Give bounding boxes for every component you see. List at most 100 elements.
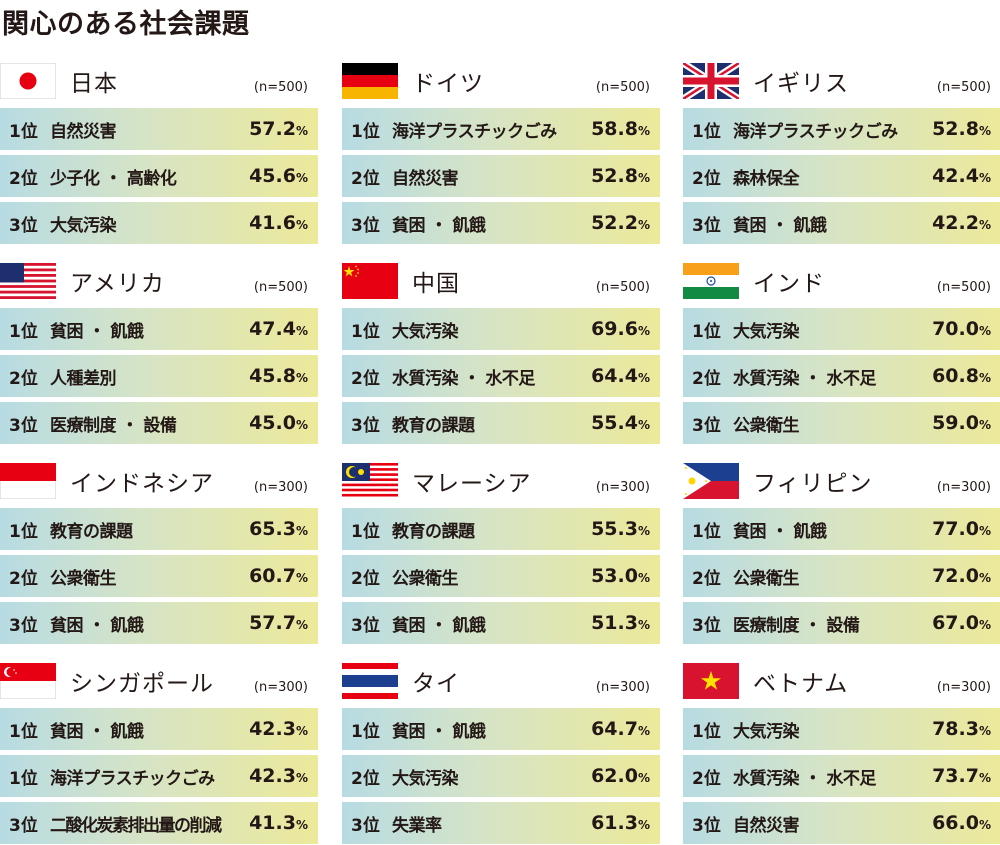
issue: 公衆衛生 xyxy=(733,415,800,436)
rank: 2位 xyxy=(9,368,38,389)
rank-row: 3位 医療制度 ・ 設備 67.0% xyxy=(683,602,1000,644)
rank: 3位 xyxy=(692,815,721,836)
rank-row: 1位 貧困 ・ 飢餓 47.4% xyxy=(0,308,318,350)
percentage: 78.3% xyxy=(932,718,991,740)
rank: 3位 xyxy=(692,415,721,436)
rank: 3位 xyxy=(9,815,38,836)
sample-size: (n=300) xyxy=(253,680,308,695)
country-name: シンガポール xyxy=(70,671,214,697)
rank-row: 1位 教育の課題 55.3% xyxy=(342,508,660,550)
issue: 水質汚染 ・ 水不足 xyxy=(733,768,876,789)
percentage: 47.4% xyxy=(249,318,308,340)
sample-size: (n=500) xyxy=(253,80,308,95)
rank: 1位 xyxy=(692,721,721,742)
rank-row: 2位 人種差別 45.8% xyxy=(0,355,318,397)
rank: 2位 xyxy=(692,568,721,589)
issue: 公衆衛生 xyxy=(50,568,117,589)
rank-row: 2位 水質汚染 ・ 水不足 73.7% xyxy=(683,755,1000,797)
rank-row: 3位 公衆衛生 59.0% xyxy=(683,402,1000,444)
issue: 人種差別 xyxy=(50,368,117,389)
rank-row: 3位 失業率 61.3% xyxy=(342,802,660,844)
country-name: ドイツ xyxy=(412,71,484,97)
rank: 2位 xyxy=(692,768,721,789)
issue: 貧困 ・ 飢餓 xyxy=(50,615,144,636)
rank-row: 1位 貧困 ・ 飢餓 64.7% xyxy=(342,708,660,750)
sample-size: (n=300) xyxy=(936,680,991,695)
issue: 失業率 xyxy=(392,815,442,836)
rank-row: 2位 公衆衛生 60.7% xyxy=(0,555,318,597)
percentage: 60.8% xyxy=(932,365,991,387)
malaysia-flag-icon xyxy=(342,463,398,499)
china-flag-icon xyxy=(342,263,398,299)
percentage: 58.8% xyxy=(591,118,650,140)
rank-row: 3位 貧困 ・ 飢餓 42.2% xyxy=(683,202,1000,244)
rank-row: 1位 自然災害 57.2% xyxy=(0,108,318,150)
rank-row: 1位 海洋プラスチックごみ 52.8% xyxy=(683,108,1000,150)
rank-row: 3位 教育の課題 55.4% xyxy=(342,402,660,444)
rank: 1位 xyxy=(692,321,721,342)
percentage: 57.7% xyxy=(249,612,308,634)
rank: 1位 xyxy=(9,521,38,542)
rank-row: 2位 水質汚染 ・ 水不足 60.8% xyxy=(683,355,1000,397)
issue: 医療制度 ・ 設備 xyxy=(50,415,177,436)
percentage: 69.6% xyxy=(591,318,650,340)
issue: 大気汚染 xyxy=(392,768,459,789)
rank: 2位 xyxy=(351,568,380,589)
percentage: 70.0% xyxy=(932,318,991,340)
rank: 1位 xyxy=(9,321,38,342)
rank: 1位 xyxy=(351,321,380,342)
country-name: 中国 xyxy=(412,271,460,297)
percentage: 73.7% xyxy=(932,765,991,787)
vietnam-flag-icon xyxy=(683,663,739,699)
country-card-uk: イギリス (n=500) 1位 海洋プラスチックごみ 52.8% 2位 森林保全 42.… xyxy=(683,58,1000,248)
rank: 2位 xyxy=(692,168,721,189)
country-card-germany: ドイツ (n=500) 1位 海洋プラスチックごみ 58.8% 2位 自然災害 52.8… xyxy=(342,58,660,248)
rank: 2位 xyxy=(9,168,38,189)
rank-row: 3位 二酸化炭素排出量の削減 41.3% xyxy=(0,802,318,844)
country-name: 日本 xyxy=(70,71,118,97)
germany-flag-icon xyxy=(342,63,398,99)
percentage: 52.8% xyxy=(932,118,991,140)
country-card-usa: アメリカ (n=500) 1位 貧困 ・ 飢餓 47.4% 2位 人種差別 45.8% … xyxy=(0,258,318,448)
rank: 1位 xyxy=(351,721,380,742)
sample-size: (n=500) xyxy=(936,80,991,95)
sample-size: (n=500) xyxy=(936,280,991,295)
rank: 1位 xyxy=(351,521,380,542)
rank-row: 2位 自然災害 52.8% xyxy=(342,155,660,197)
issue: 公衆衛生 xyxy=(392,568,459,589)
country-name: アメリカ xyxy=(70,271,165,297)
rank-row: 3位 医療制度 ・ 設備 45.0% xyxy=(0,402,318,444)
issue: 教育の課題 xyxy=(50,521,133,542)
issue: 貧困 ・ 飢餓 xyxy=(733,215,827,236)
rank: 3位 xyxy=(9,615,38,636)
rank: 3位 xyxy=(692,615,721,636)
percentage: 66.0% xyxy=(932,812,991,834)
issue: 教育の課題 xyxy=(392,521,475,542)
percentage: 52.8% xyxy=(591,165,650,187)
percentage: 42.4% xyxy=(932,165,991,187)
rank-row: 1位 海洋プラスチックごみ 58.8% xyxy=(342,108,660,150)
page-title: 関心のある社会課題 xyxy=(2,9,250,40)
rank-row: 2位 公衆衛生 72.0% xyxy=(683,555,1000,597)
percentage: 45.8% xyxy=(249,365,308,387)
percentage: 64.7% xyxy=(591,718,650,740)
sample-size: (n=500) xyxy=(253,280,308,295)
rank-row: 1位 大気汚染 69.6% xyxy=(342,308,660,350)
percentage: 64.4% xyxy=(591,365,650,387)
country-name: イギリス xyxy=(753,71,849,97)
rank: 3位 xyxy=(351,615,380,636)
rank-row: 2位 大気汚染 62.0% xyxy=(342,755,660,797)
issue: 自然災害 xyxy=(50,121,117,142)
sample-size: (n=300) xyxy=(253,480,308,495)
rank: 1位 xyxy=(9,121,38,142)
percentage: 55.4% xyxy=(591,412,650,434)
rank: 2位 xyxy=(351,768,380,789)
rank: 1位 xyxy=(9,721,38,742)
country-name: ベトナム xyxy=(753,671,849,697)
country-card-china: 中国 (n=500) 1位 大気汚染 69.6% 2位 水質汚染 ・ 水不足 64.4%… xyxy=(342,258,660,448)
issue: 教育の課題 xyxy=(392,415,475,436)
issue: 貧困 ・ 飢餓 xyxy=(392,215,486,236)
rank-row: 3位 貧困 ・ 飢餓 51.3% xyxy=(342,602,660,644)
issue: 大気汚染 xyxy=(50,215,117,236)
rank: 1位 xyxy=(692,521,721,542)
